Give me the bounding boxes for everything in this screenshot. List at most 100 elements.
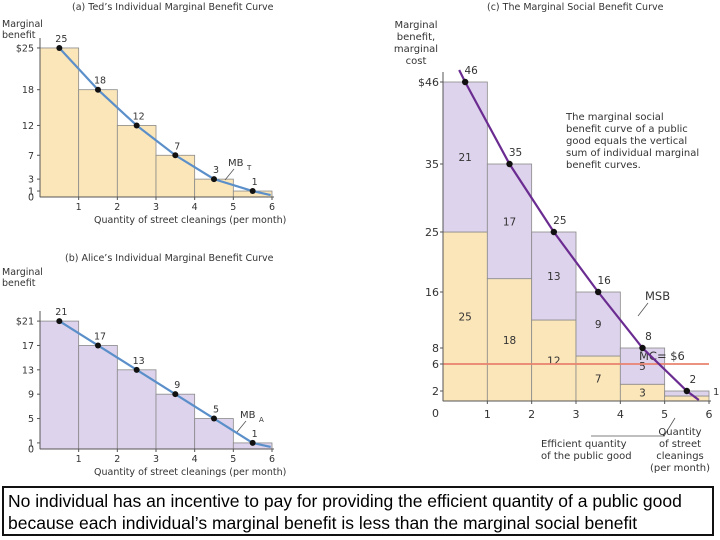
panel-a-bar [39,47,80,198]
panel-c-y-tick-label: 25 [425,226,439,239]
panel-c-point-label: 16 [597,275,611,287]
panel-b-point-label: 13 [133,356,145,367]
panel-b-x-tick-label: 2 [114,454,120,465]
panel-a-x-tick-label: 2 [114,202,120,213]
panel-b-y-tick-label: 1 [28,438,34,449]
panel-a-ylabel-1: Marginal [2,19,43,30]
panel-c-point [461,78,469,86]
panel-c-title: (c) The Marginal Social Benefit Curve [487,2,664,13]
panel-a-point [95,86,101,93]
panel-a-bar [78,89,118,198]
panel-c-xlabel-line: cleanings [656,451,704,462]
panel-a-bar [116,125,157,198]
panel-a-curve-label-pointer [224,168,235,181]
panel-c-efficient-label-line: of the public good [541,451,632,462]
panel-c-bar-label-ted: 18 [503,335,516,347]
panel-c-mc-label: MC= $6 [639,349,685,363]
panel-a-title: (a) Ted’s Individual Marginal Benefit Cu… [72,2,274,13]
panel-c-ylabel-line: Marginal [394,20,437,31]
panel-a-point [56,44,63,51]
panel-c-bar-label-alice: 9 [595,319,602,331]
panel-b-point-label: 5 [213,405,219,416]
panel-c-msb-curve [458,69,700,401]
panel-c-point-label: 8 [645,331,652,343]
panel-b-y-tick-label: 13 [22,365,34,376]
panel-c-bar-ted [664,395,710,402]
panel-c-y-tick-label: $46 [418,76,439,89]
caption-text: No individual has an incentive to pay fo… [8,491,682,533]
panel-a-y-tick-label: 1 [28,187,34,198]
panel-c-y-tick-label: 6 [432,358,439,371]
panel-a-ylabel-2: benefit [2,30,36,41]
panel-c-annotation-line: benefit curves. [566,160,641,171]
panel-b-y-tick-label: 17 [22,341,34,352]
panel-c-x-tick-label: 3 [573,408,580,421]
panel-b-point-label: 1 [252,429,258,440]
panel-b-curve-label: MB [240,410,256,421]
panel-a-point-label: 25 [55,34,67,45]
panel-c-ylabel-line: cost [406,56,427,67]
panel-c-y-tick-label: 8 [432,342,439,355]
panel-b-point [211,415,217,422]
panel-b-x-tick-label: 5 [230,454,236,465]
panel-c-x-tick-label: 4 [617,408,624,421]
panel-b-y-tick-label: 0 [28,445,34,456]
panel-a-x-tick-label: 1 [76,202,82,213]
panel-c-point [550,228,558,236]
panel-a-point [133,122,140,129]
panel-b-xlabel: Quantity of street cleanings (per month) [94,467,286,478]
panel-c-point [683,387,691,395]
panel-b-bar [78,345,118,450]
panel-a-point-label: 18 [94,76,106,87]
panel-b-x-tick-label: 6 [269,454,275,465]
panel-a-y-tick-label: 18 [22,85,34,96]
panel-c-y-tick-label: 35 [425,158,439,171]
panel-b-point-label: 17 [94,331,106,342]
panel-a-xlabel: Quantity of street cleanings (per month) [94,215,286,226]
panel-c-point-label: 46 [464,65,478,77]
panel-b-point-label: 9 [174,380,180,391]
panel-c-point-label: 35 [509,147,522,159]
panel-b-x-tick-label: 1 [76,454,82,465]
panel-c-bar-alice [575,291,621,357]
panel-b-ylabel-2: benefit [2,278,36,289]
panel-a-curve-label: MB [228,158,244,169]
panel-c-xlabel-line: (per month) [650,463,710,474]
panel-c-annotation-line: good equals the vertical [566,136,687,147]
panel-c-point-label: 2 [689,374,696,386]
panel-c-xlabel-line: Quantity [658,427,701,438]
panel-c-x-tick-label: 2 [528,408,535,421]
panel-c-xlabel-line: of street [659,439,701,450]
panel-c-bar-label-ted: 3 [639,388,646,400]
panel-b-point [172,391,179,398]
panel-c-annotation-line: sum of individual marginal [566,148,699,159]
panel-b-x-tick-label: 3 [153,454,159,465]
panel-c-bar-alice [486,163,533,280]
panel-c-bar-label-ted: 25 [458,312,471,324]
panel-c-y-tick-label: 2 [432,385,439,398]
panel-c-bar-label-alice: 1 [713,387,719,398]
panel-c-bar-label-alice: 17 [503,216,516,228]
panel-c-bar-label-alice: 5 [639,361,646,373]
panel-b-title: (b) Alice’s Individual Marginal Benefit … [65,253,274,264]
panel-a-point [249,188,256,195]
panel-c-ylabel-line: benefit, [397,32,435,43]
panel-b-curve-label-sub: A [259,416,264,424]
panel-c-annotation-line: The marginal social [565,112,664,123]
panel-a-bar [155,154,196,198]
panel-c-bar-alice [442,81,488,233]
panel-c-bar-label-alice: 21 [458,152,471,164]
panel-b-point [133,366,140,373]
panel-a-point-label: 7 [174,141,180,152]
panel-c-y-tick-label: 0 [432,407,439,420]
panel-c-bar-ted [486,278,533,402]
panel-a-point-label: 1 [252,177,258,188]
panel-a-y-tick-label: $25 [16,43,34,54]
panel-b-curve-label-pointer [236,420,247,433]
panel-b-y-tick-label: 9 [28,390,34,401]
panel-b-point [249,439,256,446]
panel-b-point [56,318,63,325]
panel-c-efficient-pointer [663,417,676,437]
panel-c-bar-label-ted: 7 [595,374,602,386]
panel-b-y-tick-label: 5 [28,414,34,425]
